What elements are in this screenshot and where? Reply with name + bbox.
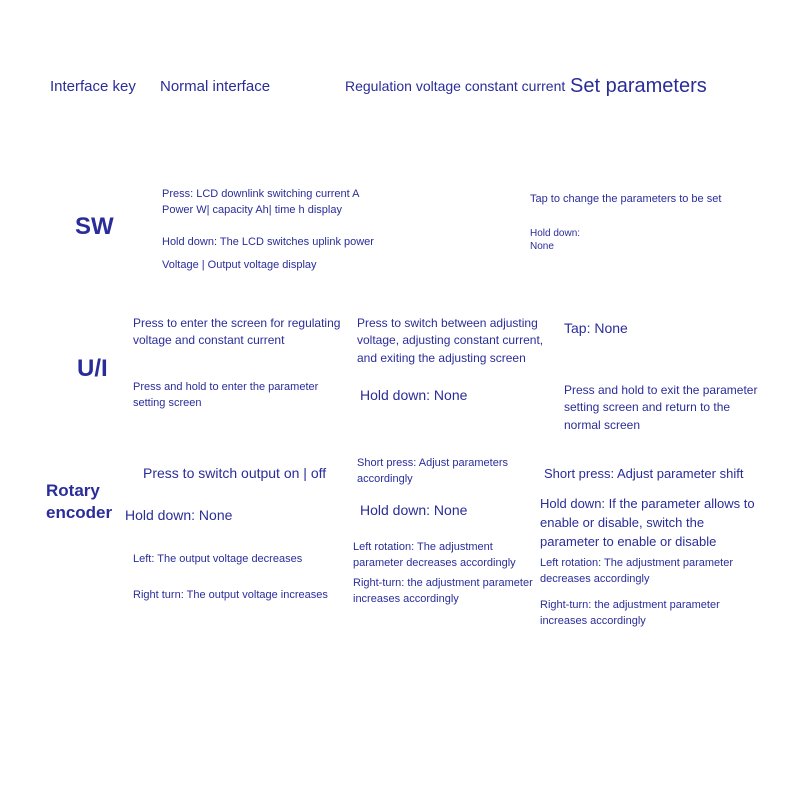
ui-setparams-hold: Press and hold to exit the parameter set… (564, 382, 759, 434)
rotary-setparams-right: Right-turn: the adjustment parameter inc… (540, 598, 740, 630)
ui-regulation-press: Press to switch between adjusting voltag… (357, 315, 552, 367)
key-label-ui: U/I (77, 355, 108, 383)
key-label-sw: SW (75, 213, 114, 241)
sw-setparams-hold2: None (530, 240, 554, 255)
rotary-regulation-left: Left rotation: The adjustment parameter … (353, 540, 533, 572)
sw-normal-hold2: Voltage | Output voltage display (162, 258, 402, 274)
sw-setparams-tap: Tap to change the parameters to be set (530, 192, 755, 208)
key-label-rotary: Rotary encoder (46, 480, 136, 524)
ui-setparams-tap: Tap: None (564, 318, 628, 338)
rotary-normal-left: Left: The output voltage decreases (133, 552, 343, 568)
header-row: Interface key Normal interface Regulatio… (50, 75, 760, 98)
rotary-regulation-right: Right-turn: the adjustment parameter inc… (353, 576, 543, 608)
ui-normal-press: Press to enter the screen for regulating… (133, 315, 343, 350)
rotary-normal-hold: Hold down: None (125, 505, 232, 525)
rotary-regulation-hold: Hold down: None (360, 500, 467, 520)
ui-regulation-hold: Hold down: None (360, 385, 467, 405)
rotary-setparams-hold: Hold down: If the parameter allows to en… (540, 495, 760, 552)
rotary-normal-right: Right turn: The output voltage increases (133, 588, 353, 604)
header-set-parameters: Set parameters (570, 75, 707, 98)
header-interface-key: Interface key (50, 78, 160, 95)
rotary-regulation-short: Short press: Adjust parameters according… (357, 456, 532, 488)
header-regulation: Regulation voltage constant current (345, 77, 570, 95)
rotary-setparams-left: Left rotation: The adjustment parameter … (540, 556, 755, 588)
sw-normal-press: Press: LCD downlink switching current A … (162, 187, 387, 219)
header-normal-interface: Normal interface (160, 78, 345, 95)
rotary-normal-press: Press to switch output on | off (143, 463, 338, 483)
rotary-setparams-short: Short press: Adjust parameter shift (544, 465, 754, 484)
ui-normal-hold: Press and hold to enter the parameter se… (133, 380, 333, 412)
sw-normal-hold: Hold down: The LCD switches uplink power (162, 235, 402, 251)
